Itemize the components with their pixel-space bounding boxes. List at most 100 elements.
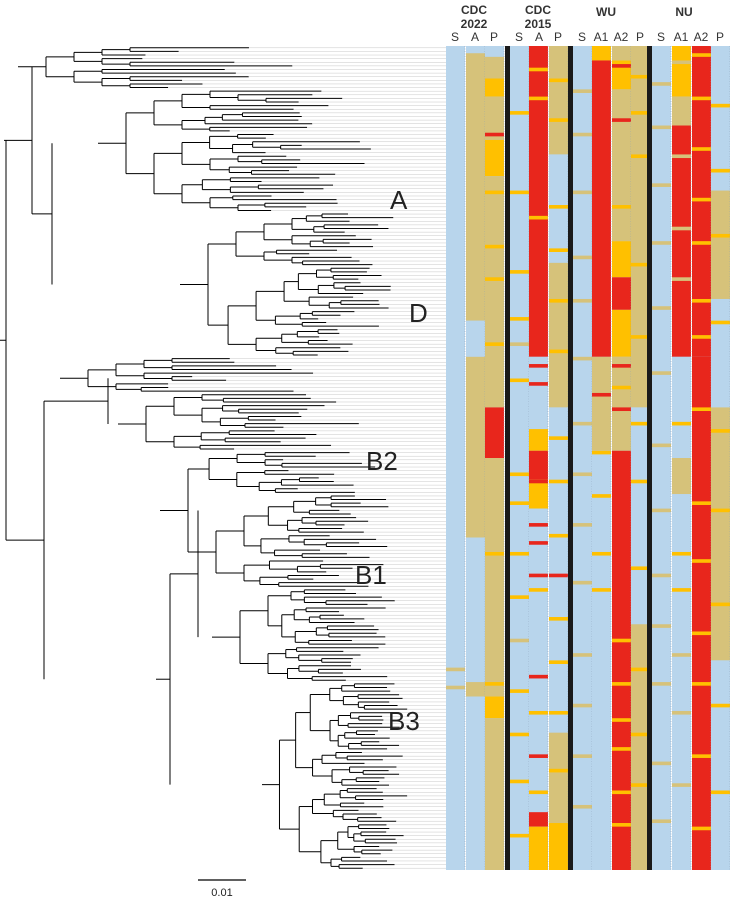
heatmap-cell-block (529, 812, 548, 827)
phylogenetic-tree (0, 47, 408, 869)
heatmap-cell (549, 533, 568, 538)
heatmap-cell (652, 761, 671, 766)
heatmap-cell (549, 205, 568, 209)
heatmap-column-headers: CDC 2022 CDC 2015 WU NU S A P S A P S A1… (451, 3, 724, 44)
heatmap-cell (631, 111, 650, 115)
heatmap-cell (510, 472, 529, 477)
heatmap-cell (573, 754, 592, 758)
heatmap-cell (631, 566, 650, 571)
heatmap-cell (692, 147, 711, 151)
heatmap-cell (510, 270, 529, 274)
heatmap-cell-block (466, 696, 485, 870)
heatmap-cell (592, 494, 611, 498)
heatmap-cell (485, 190, 504, 195)
heatmap-group-separator (568, 46, 573, 870)
heatmap-cell-block (485, 176, 504, 408)
heatmap-cell (672, 277, 691, 281)
heatmap-cell (692, 96, 711, 101)
heatmap-cell (631, 262, 650, 267)
heatmap-cell-block (592, 356, 611, 451)
heatmap-cell-block (612, 46, 631, 61)
heatmap-cell-block (672, 125, 691, 357)
heatmap-cell (529, 479, 548, 484)
heatmap-cell (510, 342, 529, 346)
heatmap-cell (612, 364, 631, 368)
heatmap-cell-block (549, 46, 568, 155)
heatmap-cell-block (692, 356, 711, 870)
heatmap-cell (592, 392, 611, 397)
heatmap-cell (485, 244, 504, 249)
heatmap-cell (510, 501, 529, 505)
heatmap-cell-block (485, 696, 504, 719)
group-header-cdc2015-line1: CDC (525, 3, 551, 17)
group-header-cdc2022-line1: CDC (461, 3, 487, 17)
heatmap-cell (672, 588, 691, 592)
heatmap-cell (672, 421, 691, 426)
heatmap-cell (711, 602, 730, 607)
heatmap-cell (631, 421, 650, 426)
group-header-wu: WU (596, 5, 616, 19)
heatmap-cell (573, 132, 592, 137)
heatmap-cell (592, 588, 611, 592)
heatmap-cell-block (612, 309, 631, 357)
heatmap-cell (652, 508, 671, 513)
heatmap-cell-block (711, 298, 730, 408)
heatmap-cell (510, 689, 529, 693)
heatmap-cell (529, 790, 548, 795)
heatmap-cell (652, 306, 671, 310)
heatmap-cell (485, 682, 504, 686)
heatmap-cell (529, 523, 548, 527)
col-label-nu-a2: A2 (694, 30, 709, 44)
col-label-cdc2022-a: A (471, 30, 479, 44)
col-label-wu-a2: A2 (614, 30, 629, 44)
heatmap-cell (631, 783, 650, 787)
group-header-cdc2022-line2: 2022 (461, 17, 488, 31)
heatmap-cell (529, 364, 548, 368)
heatmap-cell (631, 335, 650, 339)
heatmap-cell (652, 125, 671, 130)
heatmap-cell-block (510, 46, 529, 870)
heatmap-cell (612, 790, 631, 795)
heatmap-cell (573, 298, 592, 303)
heatmap-cell-block (549, 407, 568, 733)
clade-label-d: D (409, 298, 428, 328)
heatmap-cell (692, 335, 711, 339)
heatmap-cell (631, 732, 650, 737)
heatmap-cell-block (612, 356, 631, 451)
heatmap-cell (549, 710, 568, 715)
heatmap-cell-block (592, 46, 611, 61)
heatmap-cell-block (485, 46, 504, 57)
heatmap-cell (692, 407, 711, 412)
heatmap-cell (652, 371, 671, 375)
heatmap-cell (529, 67, 548, 72)
heatmap-cell (652, 241, 671, 245)
clade-label-a: A (390, 185, 408, 215)
heatmap-cell (612, 385, 631, 390)
heatmap-cell (711, 168, 730, 173)
heatmap-cell (510, 551, 529, 556)
heatmap-cell (573, 421, 592, 426)
col-label-nu-p: P (716, 30, 724, 44)
heatmap-cell-block (672, 96, 691, 126)
clade-label-b3: B3 (388, 706, 420, 736)
heatmap-cell (711, 320, 730, 325)
heatmap-cell (529, 541, 548, 545)
heatmap-cell-block (485, 718, 504, 870)
heatmap-cell (510, 595, 529, 599)
heatmap-cell (711, 508, 730, 513)
heatmap-cell-block (711, 660, 730, 870)
heatmap-cell (549, 660, 568, 664)
heatmap-cell (692, 754, 711, 758)
heatmap-cell (652, 82, 671, 86)
heatmap-cell (485, 848, 504, 852)
heatmap-cell-block (485, 78, 504, 97)
heatmap-cell (529, 215, 548, 220)
heatmap-cell (672, 653, 691, 657)
heatmap-group-separator (647, 46, 652, 870)
heatmap-cell (510, 732, 529, 737)
heatmap-cell (549, 768, 568, 773)
heatmap-cell-block (466, 53, 485, 321)
heatmap-cell (692, 631, 711, 636)
heatmap-cell (692, 559, 711, 563)
